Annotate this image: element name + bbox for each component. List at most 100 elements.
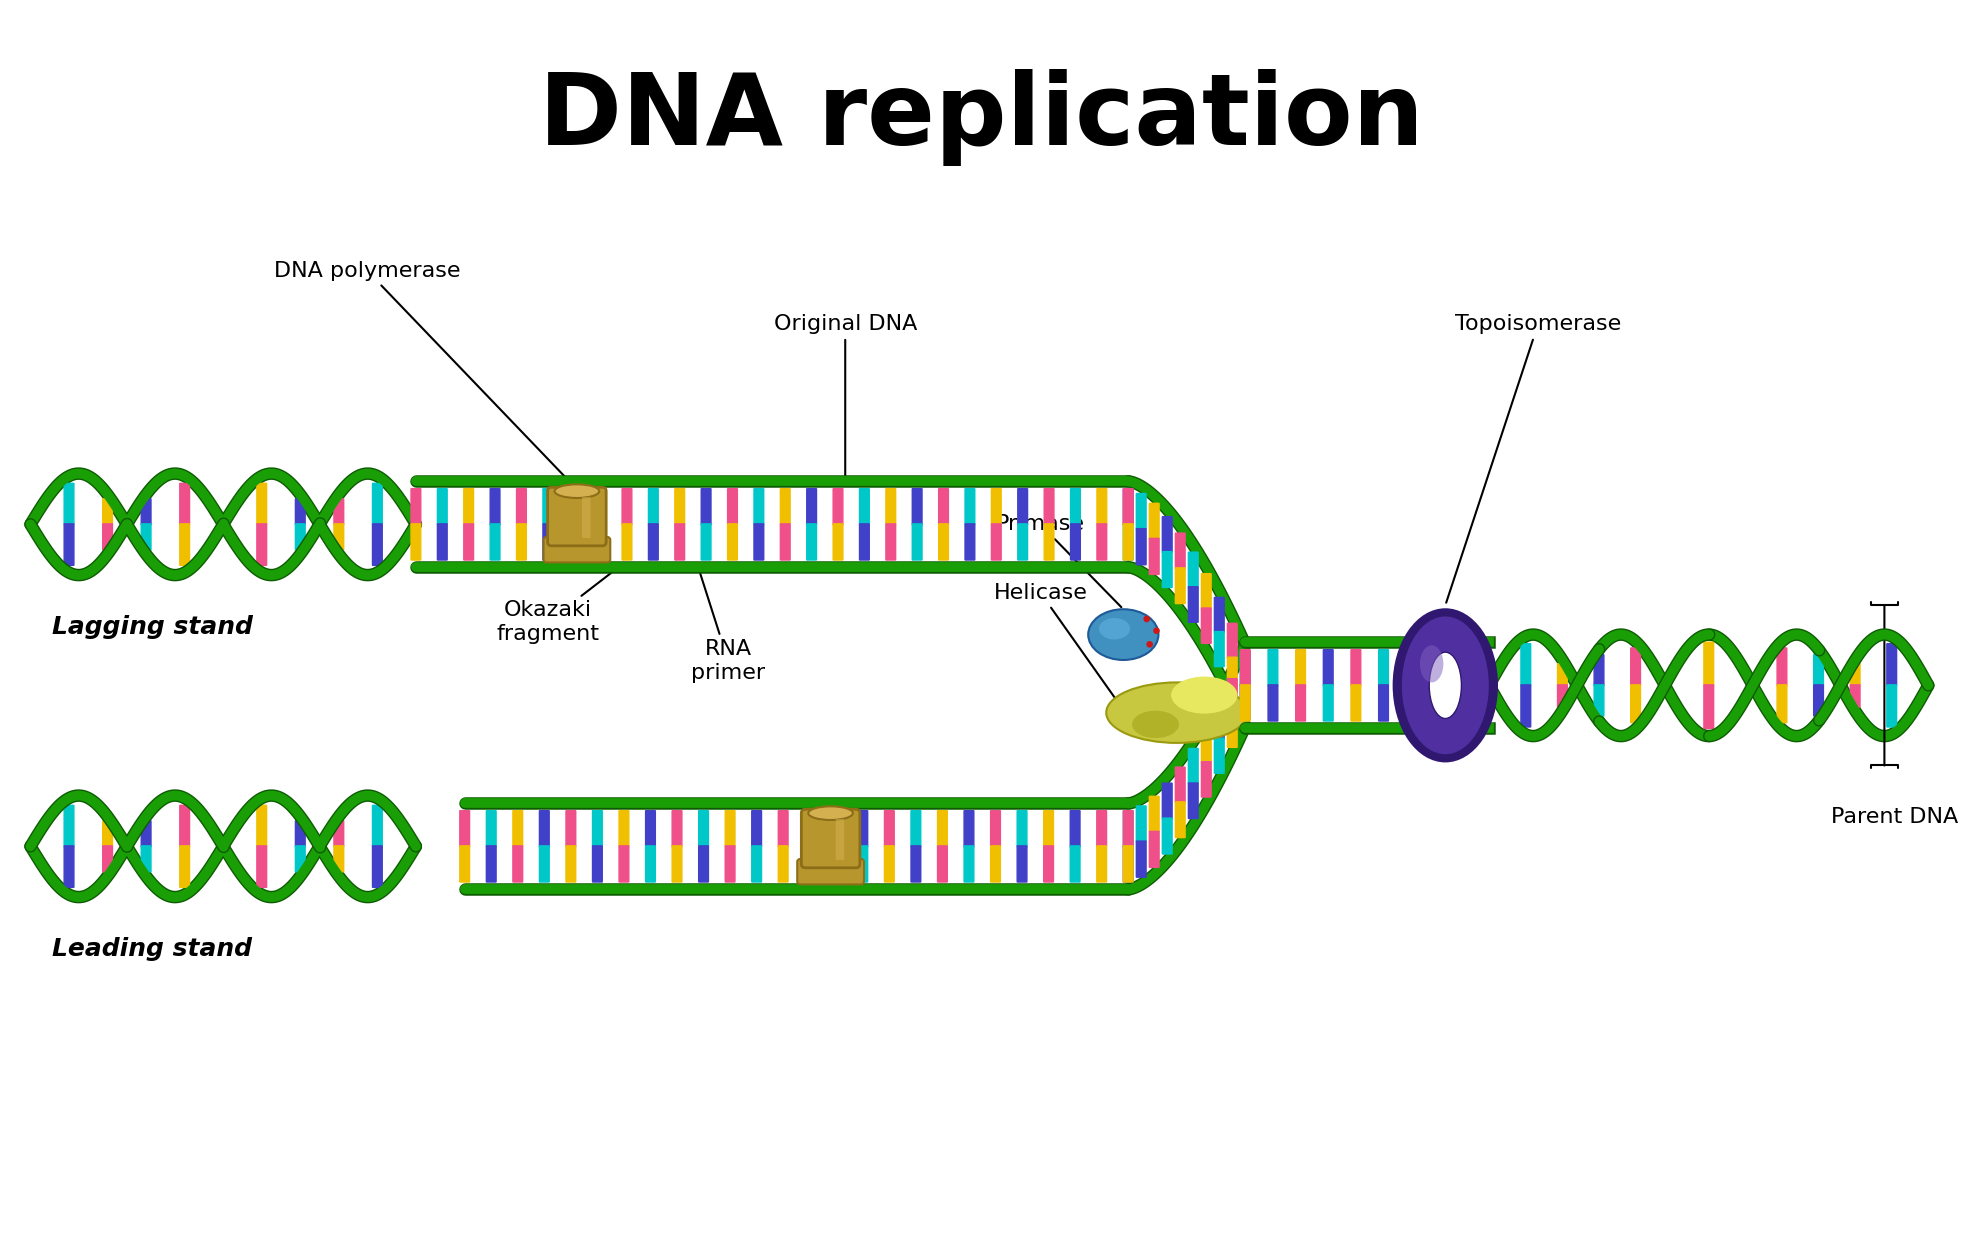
FancyBboxPatch shape [257, 805, 267, 847]
FancyBboxPatch shape [1176, 533, 1186, 569]
FancyBboxPatch shape [1558, 685, 1568, 708]
FancyBboxPatch shape [592, 810, 602, 847]
FancyBboxPatch shape [596, 489, 606, 524]
FancyBboxPatch shape [671, 846, 681, 882]
FancyBboxPatch shape [335, 499, 345, 524]
FancyBboxPatch shape [1071, 489, 1081, 524]
Ellipse shape [1430, 652, 1461, 719]
FancyBboxPatch shape [103, 499, 113, 524]
FancyBboxPatch shape [913, 489, 923, 524]
FancyBboxPatch shape [491, 523, 499, 560]
FancyBboxPatch shape [412, 523, 422, 560]
FancyBboxPatch shape [513, 810, 523, 847]
FancyBboxPatch shape [1188, 783, 1198, 819]
FancyBboxPatch shape [295, 821, 305, 847]
FancyBboxPatch shape [1148, 538, 1158, 574]
FancyBboxPatch shape [180, 523, 190, 565]
FancyBboxPatch shape [1188, 552, 1198, 588]
Text: Lagging stand: Lagging stand [51, 615, 253, 638]
FancyBboxPatch shape [939, 846, 946, 882]
FancyBboxPatch shape [1239, 649, 1249, 685]
FancyBboxPatch shape [1188, 748, 1198, 784]
FancyBboxPatch shape [1849, 663, 1859, 685]
FancyBboxPatch shape [1018, 489, 1028, 524]
FancyBboxPatch shape [1239, 651, 1249, 685]
FancyBboxPatch shape [1594, 685, 1604, 716]
FancyBboxPatch shape [63, 484, 73, 524]
FancyBboxPatch shape [1097, 810, 1107, 847]
FancyBboxPatch shape [141, 821, 150, 847]
FancyBboxPatch shape [1071, 523, 1081, 560]
FancyBboxPatch shape [1123, 810, 1133, 847]
FancyBboxPatch shape [295, 499, 305, 524]
FancyBboxPatch shape [780, 489, 790, 524]
FancyBboxPatch shape [1295, 649, 1305, 685]
FancyBboxPatch shape [1097, 523, 1107, 560]
FancyBboxPatch shape [622, 489, 632, 524]
FancyBboxPatch shape [459, 810, 469, 847]
FancyBboxPatch shape [180, 846, 190, 887]
FancyBboxPatch shape [1350, 649, 1360, 685]
FancyBboxPatch shape [752, 846, 762, 882]
FancyBboxPatch shape [1176, 767, 1186, 803]
FancyBboxPatch shape [1071, 846, 1079, 882]
FancyBboxPatch shape [885, 810, 895, 847]
FancyBboxPatch shape [701, 523, 711, 560]
FancyBboxPatch shape [1323, 685, 1333, 721]
FancyBboxPatch shape [939, 489, 948, 524]
FancyBboxPatch shape [141, 846, 150, 872]
Ellipse shape [1170, 677, 1238, 714]
FancyBboxPatch shape [582, 497, 590, 538]
Ellipse shape [1099, 618, 1131, 640]
FancyBboxPatch shape [335, 846, 345, 872]
FancyBboxPatch shape [1214, 704, 1224, 740]
FancyBboxPatch shape [1148, 503, 1158, 539]
FancyBboxPatch shape [780, 523, 790, 560]
FancyBboxPatch shape [1071, 810, 1079, 847]
FancyBboxPatch shape [754, 489, 764, 524]
FancyBboxPatch shape [675, 489, 685, 524]
FancyBboxPatch shape [675, 523, 685, 560]
FancyBboxPatch shape [1188, 586, 1198, 622]
FancyBboxPatch shape [543, 523, 552, 560]
Ellipse shape [1392, 609, 1499, 762]
FancyBboxPatch shape [725, 810, 735, 847]
FancyBboxPatch shape [699, 810, 709, 847]
FancyBboxPatch shape [1239, 685, 1249, 720]
FancyBboxPatch shape [1018, 810, 1028, 847]
FancyBboxPatch shape [992, 489, 1002, 524]
FancyBboxPatch shape [885, 846, 895, 882]
FancyBboxPatch shape [834, 489, 843, 524]
FancyBboxPatch shape [1887, 685, 1897, 727]
FancyBboxPatch shape [804, 810, 814, 847]
FancyBboxPatch shape [548, 487, 606, 546]
FancyBboxPatch shape [857, 846, 867, 882]
FancyBboxPatch shape [1123, 523, 1133, 560]
FancyBboxPatch shape [1162, 517, 1172, 553]
FancyBboxPatch shape [1043, 810, 1053, 847]
FancyBboxPatch shape [1214, 632, 1224, 667]
FancyBboxPatch shape [806, 489, 816, 524]
FancyBboxPatch shape [1137, 841, 1146, 877]
Text: DNA polymerase: DNA polymerase [273, 261, 574, 487]
FancyBboxPatch shape [544, 537, 610, 563]
FancyBboxPatch shape [295, 846, 305, 872]
FancyBboxPatch shape [1123, 489, 1133, 524]
FancyBboxPatch shape [1521, 685, 1531, 727]
FancyBboxPatch shape [372, 523, 382, 565]
FancyBboxPatch shape [566, 846, 576, 882]
FancyBboxPatch shape [372, 846, 382, 887]
FancyBboxPatch shape [990, 810, 1000, 847]
FancyBboxPatch shape [491, 489, 499, 524]
FancyBboxPatch shape [566, 810, 576, 847]
FancyBboxPatch shape [459, 846, 469, 882]
FancyBboxPatch shape [1378, 685, 1388, 721]
FancyBboxPatch shape [1778, 648, 1786, 685]
FancyBboxPatch shape [727, 523, 737, 560]
FancyBboxPatch shape [1632, 648, 1641, 685]
FancyBboxPatch shape [1148, 831, 1158, 867]
FancyBboxPatch shape [885, 489, 895, 524]
FancyBboxPatch shape [463, 489, 473, 524]
FancyBboxPatch shape [543, 489, 552, 524]
FancyBboxPatch shape [570, 489, 578, 524]
